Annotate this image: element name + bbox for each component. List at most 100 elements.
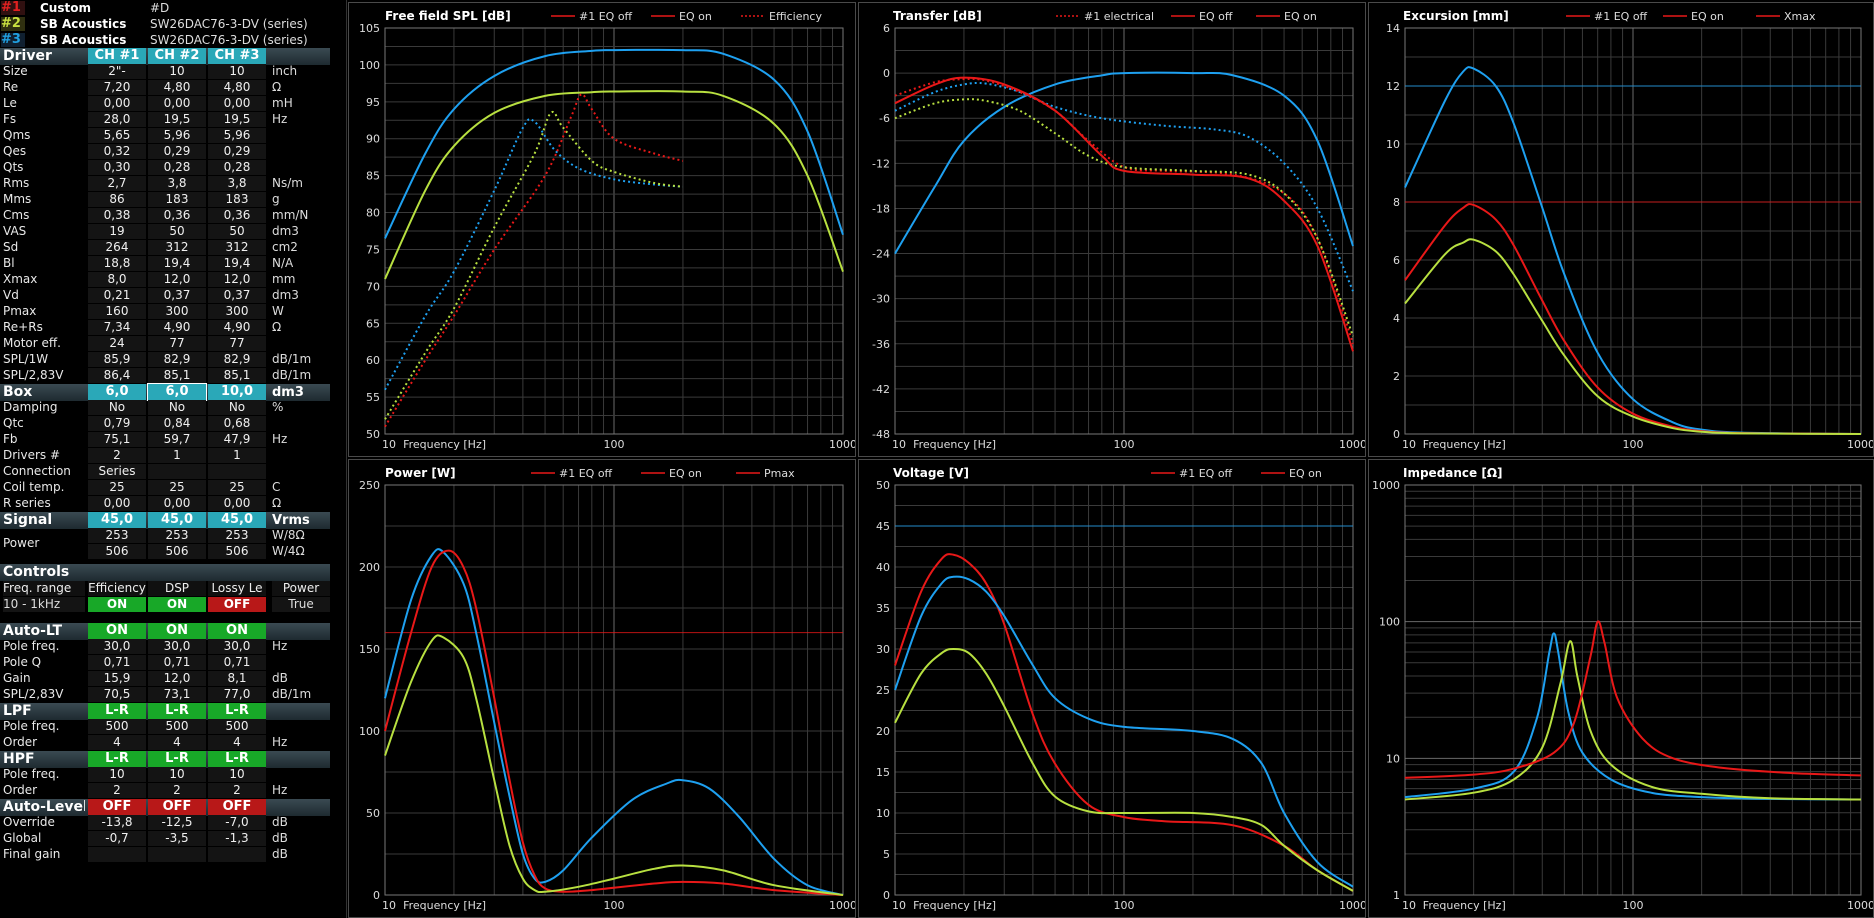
ch3-value[interactable]: 19,5 bbox=[208, 112, 266, 127]
ch1-value[interactable]: 8,0 bbox=[88, 272, 146, 287]
ch2-value[interactable]: 0,00 bbox=[148, 496, 206, 511]
ch3-value[interactable]: 3,8 bbox=[208, 176, 266, 191]
ch3-value[interactable]: 1 bbox=[208, 448, 266, 463]
ch1-value[interactable]: 25 bbox=[88, 480, 146, 495]
auto-lt-ch1-value[interactable]: ON bbox=[88, 623, 146, 639]
lpf-ch1-value[interactable]: L-R bbox=[88, 703, 146, 719]
hpf-ch1-value[interactable]: L-R bbox=[88, 751, 146, 767]
ch2-value[interactable]: 0,71 bbox=[148, 655, 206, 670]
ch1-value[interactable]: Series bbox=[88, 464, 146, 479]
ch3-value[interactable]: 312 bbox=[208, 240, 266, 255]
ch1-value[interactable]: 75,1 bbox=[88, 432, 146, 447]
ch1-value[interactable]: 7,34 bbox=[88, 320, 146, 335]
ch1-value[interactable]: 500 bbox=[88, 719, 146, 734]
signal-ch3-value[interactable]: 45,0 bbox=[208, 512, 266, 528]
driver-model[interactable]: SW26DAC76-3-DV (series) bbox=[150, 33, 308, 47]
hpf-ch3-value[interactable]: L-R bbox=[208, 751, 266, 767]
ch3-value[interactable]: 85,1 bbox=[208, 368, 266, 383]
ch1-value[interactable]: 0,32 bbox=[88, 144, 146, 159]
ch1-value[interactable]: 86 bbox=[88, 192, 146, 207]
ch2-value[interactable]: No bbox=[148, 400, 206, 415]
box-ch1-value[interactable]: 6,0 bbox=[88, 384, 146, 400]
ch1-value[interactable]: -0,7 bbox=[88, 831, 146, 846]
ch1-value[interactable]: 0,21 bbox=[88, 288, 146, 303]
ch1-value[interactable]: 0,00 bbox=[88, 96, 146, 111]
ch2-value[interactable]: 4,80 bbox=[148, 80, 206, 95]
ch2-value[interactable]: 25 bbox=[148, 480, 206, 495]
auto-lt-ch2-value[interactable]: ON bbox=[148, 623, 206, 639]
efficiency-toggle[interactable]: ON bbox=[88, 597, 146, 612]
ch3-value[interactable]: 10 bbox=[208, 64, 266, 79]
ch2-value[interactable]: 85,1 bbox=[148, 368, 206, 383]
ch3-value[interactable]: 0,68 bbox=[208, 416, 266, 431]
lpf-ch2-value[interactable]: L-R bbox=[148, 703, 206, 719]
ch2-value[interactable] bbox=[148, 464, 206, 479]
ch2-value[interactable]: 0,28 bbox=[148, 160, 206, 175]
ch3-value[interactable]: 4,90 bbox=[208, 320, 266, 335]
ch2-value[interactable]: -3,5 bbox=[148, 831, 206, 846]
signal-ch1-value[interactable]: 45,0 bbox=[88, 512, 146, 528]
ch1-value[interactable]: 0,71 bbox=[88, 655, 146, 670]
ch3-value[interactable]: 82,9 bbox=[208, 352, 266, 367]
ch3-value[interactable]: 183 bbox=[208, 192, 266, 207]
ch2-value[interactable]: 4 bbox=[148, 735, 206, 750]
channel-column-3[interactable]: CH #3 bbox=[208, 48, 266, 64]
ch1-value[interactable]: 2 bbox=[88, 783, 146, 798]
ch2-value[interactable]: 5,96 bbox=[148, 128, 206, 143]
ch2-value[interactable]: -12,5 bbox=[148, 815, 206, 830]
lossy-le-toggle[interactable]: OFF bbox=[208, 597, 266, 612]
ch2-value[interactable]: 0,36 bbox=[148, 208, 206, 223]
ch1-value[interactable]: 24 bbox=[88, 336, 146, 351]
ch3-value[interactable]: 0,00 bbox=[208, 496, 266, 511]
ch3-value[interactable] bbox=[208, 464, 266, 479]
ch1-value[interactable]: 15,9 bbox=[88, 671, 146, 686]
lpf-ch3-value[interactable]: L-R bbox=[208, 703, 266, 719]
chart-5[interactable]: 0 5 10 15 20 25 30 35 40 45 50 10 100 1000 Frequency [… bbox=[858, 459, 1366, 918]
driver-model[interactable]: SW26DAC76-3-DV (series) bbox=[150, 17, 308, 31]
ch2-value[interactable]: 19,4 bbox=[148, 256, 206, 271]
ch3-value[interactable] bbox=[208, 847, 266, 862]
ch1-value[interactable]: 30,0 bbox=[88, 639, 146, 654]
ch1-value[interactable]: 86,4 bbox=[88, 368, 146, 383]
ch2-value[interactable]: 19,5 bbox=[148, 112, 206, 127]
ch3-value[interactable]: 0,36 bbox=[208, 208, 266, 223]
ch3-value[interactable]: 2 bbox=[208, 783, 266, 798]
ch3-value[interactable]: 300 bbox=[208, 304, 266, 319]
ch2-value[interactable]: 82,9 bbox=[148, 352, 206, 367]
ch2-value[interactable]: 50 bbox=[148, 224, 206, 239]
ch2-value[interactable]: 59,7 bbox=[148, 432, 206, 447]
ch3-value[interactable]: -1,3 bbox=[208, 831, 266, 846]
auto-level-ch3-value[interactable]: OFF bbox=[208, 799, 266, 815]
ch2-value[interactable]: 73,1 bbox=[148, 687, 206, 702]
chart-2[interactable]: -48 -42 -36 -30 -24 -18 -12 -6 0 6 10 100 1000 Freque… bbox=[858, 2, 1366, 457]
ch2-value[interactable]: 0,37 bbox=[148, 288, 206, 303]
ch3-value[interactable]: 50 bbox=[208, 224, 266, 239]
ch1-value[interactable]: 7,20 bbox=[88, 80, 146, 95]
ch3-value[interactable]: 47,9 bbox=[208, 432, 266, 447]
ch3-value[interactable]: 8,1 bbox=[208, 671, 266, 686]
ch3-value[interactable]: 4,80 bbox=[208, 80, 266, 95]
freq-range-select[interactable]: 10 - 1kHz bbox=[3, 597, 85, 612]
ch1-value[interactable]: 264 bbox=[88, 240, 146, 255]
channel-column-2[interactable]: CH #2 bbox=[148, 48, 206, 64]
channel-column-1[interactable]: CH #1 bbox=[88, 48, 146, 64]
ch2-value[interactable]: 77 bbox=[148, 336, 206, 351]
ch3-value[interactable]: 77,0 bbox=[208, 687, 266, 702]
ch1-value[interactable]: 0,79 bbox=[88, 416, 146, 431]
ch1-value[interactable]: 5,65 bbox=[88, 128, 146, 143]
ch3-value[interactable]: No bbox=[208, 400, 266, 415]
power-toggle[interactable]: True bbox=[272, 597, 330, 612]
ch2-value[interactable]: 10 bbox=[148, 64, 206, 79]
ch1-value[interactable]: 18,8 bbox=[88, 256, 146, 271]
ch3-value[interactable]: -7,0 bbox=[208, 815, 266, 830]
chart-4[interactable]: 0 50 100 150 200 250 10 100 1000 Frequency [Hz] Po… bbox=[348, 459, 856, 918]
ch3-value[interactable]: 5,96 bbox=[208, 128, 266, 143]
ch1-value[interactable]: 2 bbox=[88, 448, 146, 463]
ch1-value[interactable]: 0,38 bbox=[88, 208, 146, 223]
driver-model[interactable]: #D bbox=[150, 1, 170, 15]
ch1-value[interactable]: 160 bbox=[88, 304, 146, 319]
chart-1[interactable]: 50 55 60 65 70 75 80 85 90 95 100 105 10 100 1000 Frequ… bbox=[348, 2, 856, 457]
hpf-ch2-value[interactable]: L-R bbox=[148, 751, 206, 767]
box-ch2-value[interactable]: 6,0 bbox=[147, 383, 207, 401]
ch1-value[interactable]: 70,5 bbox=[88, 687, 146, 702]
